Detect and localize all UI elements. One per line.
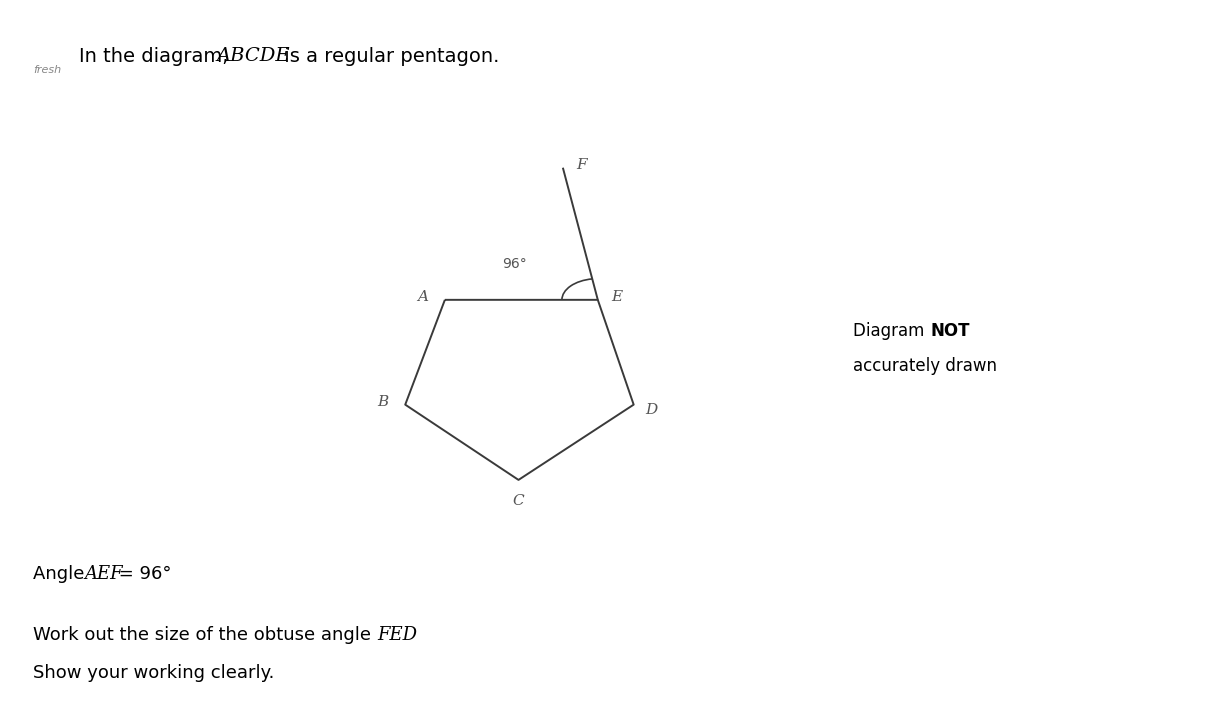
- Text: ABCDE: ABCDE: [217, 47, 290, 65]
- Text: B: B: [378, 395, 389, 409]
- Text: 96°: 96°: [502, 257, 527, 272]
- Text: Angle: Angle: [33, 565, 90, 583]
- Text: NOT: NOT: [931, 322, 970, 340]
- Text: Diagram: Diagram: [853, 322, 929, 340]
- Text: Show your working clearly.: Show your working clearly.: [33, 664, 274, 682]
- Text: = 96°: = 96°: [113, 565, 172, 583]
- Text: is a regular pentagon.: is a regular pentagon.: [278, 47, 499, 66]
- Text: A: A: [417, 290, 428, 304]
- Text: fresh: fresh: [33, 65, 61, 75]
- Text: accurately drawn: accurately drawn: [853, 357, 996, 375]
- Text: AEF: AEF: [84, 565, 123, 583]
- Text: Work out the size of the obtuse angle: Work out the size of the obtuse angle: [33, 626, 376, 644]
- Text: In the diagram,: In the diagram,: [79, 47, 235, 66]
- Text: F: F: [576, 158, 587, 172]
- Text: D: D: [646, 403, 658, 417]
- Text: C: C: [513, 494, 524, 508]
- Text: FED: FED: [378, 626, 418, 644]
- Text: E: E: [611, 290, 622, 304]
